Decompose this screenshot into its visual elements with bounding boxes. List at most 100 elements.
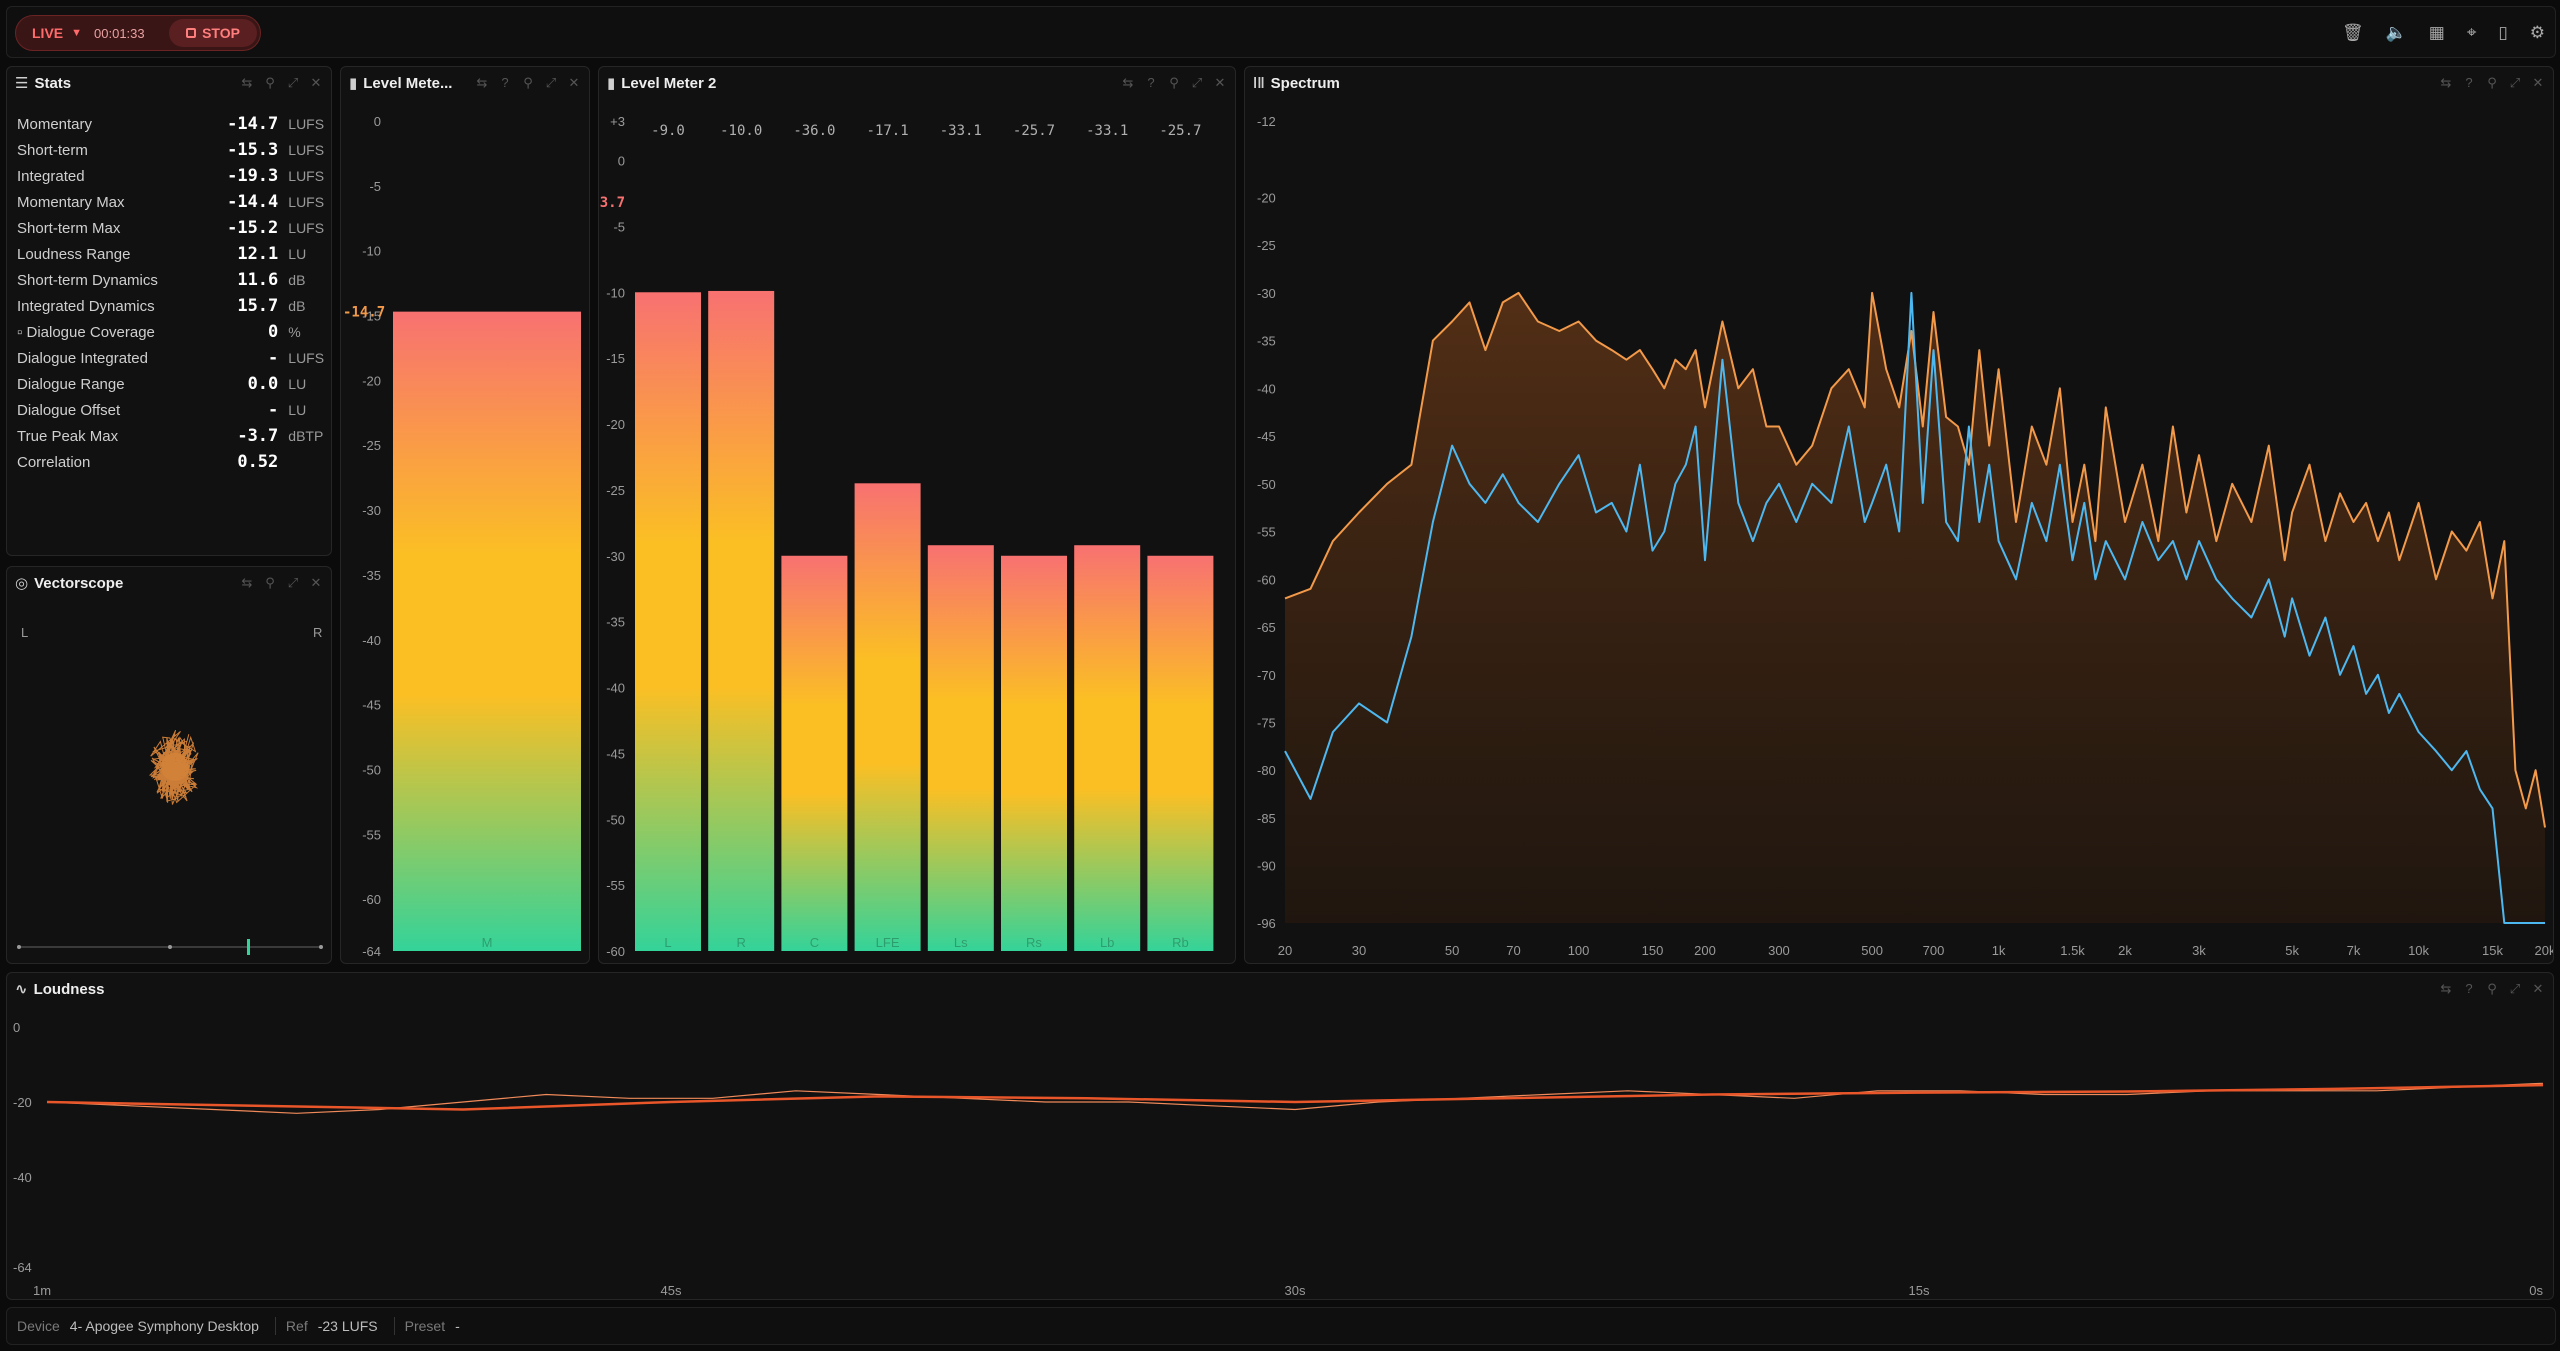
swap-icon[interactable]: ⇆: [2440, 75, 2452, 90]
pin-icon[interactable]: ⚲: [2487, 981, 2497, 996]
vectorscope-display: L R: [17, 625, 323, 955]
pulse-icon: ∿: [15, 981, 28, 998]
bar-channel-label: C: [810, 935, 819, 950]
spectrum-x-tick: 5k: [2285, 943, 2299, 958]
stats-row-label: Momentary Max: [17, 193, 125, 211]
panel-controls: ⇆? ⚲ ⤢ ✕: [475, 75, 581, 91]
stats-row-unit: LUFS: [288, 116, 325, 132]
axis-tick-label: -5: [613, 219, 625, 234]
axis-tick-label: -40: [606, 681, 625, 696]
swap-icon[interactable]: ⇆: [1122, 75, 1134, 90]
stats-row-value: -15.2: [227, 218, 279, 238]
spectrum-x-tick: 700: [1923, 943, 1945, 958]
expand-icon[interactable]: ⤢: [545, 75, 557, 90]
grid-icon[interactable]: ▦: [2428, 23, 2445, 42]
spectrum-y-tick: -75: [1257, 716, 1276, 731]
axis-tick-label: 0: [374, 114, 381, 129]
stats-row-value: -: [268, 400, 279, 420]
swap-icon[interactable]: ⇆: [476, 75, 488, 90]
stats-row-unit: LUFS: [288, 168, 325, 184]
expand-icon[interactable]: ⤢: [1191, 75, 1203, 90]
expand-icon[interactable]: ⤢: [287, 75, 299, 90]
level-meter-2-title: Level Meter 2: [621, 74, 717, 92]
help-icon[interactable]: ?: [1147, 75, 1155, 90]
stats-row: True Peak Max -3.7 dBTP: [17, 423, 327, 449]
axis-tick-label: 0: [618, 154, 625, 169]
close-icon[interactable]: ✕: [1214, 75, 1226, 90]
spectrum-x-tick: 200: [1694, 943, 1716, 958]
stats-row: Loudness Range 12.1 LU: [17, 241, 327, 267]
help-icon[interactable]: ?: [501, 75, 509, 90]
bookmark-icon[interactable]: ▯: [2498, 23, 2508, 42]
trash-icon[interactable]: 🗑: [2341, 23, 2364, 42]
pin-icon[interactable]: ⚲: [265, 575, 275, 590]
speaker-icon[interactable]: 🔈: [2385, 23, 2407, 42]
pin-icon[interactable]: ⚲: [2487, 75, 2497, 90]
swap-icon[interactable]: ⇆: [241, 75, 253, 90]
loudness-x-tick: 45s: [661, 1283, 682, 1298]
vectorscope-header: ◎ Vectorscope ⇆ ⚲ ⤢ ✕: [7, 567, 331, 599]
stats-row-unit: %: [288, 324, 301, 340]
swap-icon[interactable]: ⇆: [241, 575, 253, 590]
spectrum-x-tick: 300: [1768, 943, 1790, 958]
close-icon[interactable]: ✕: [2532, 75, 2544, 90]
pin-icon[interactable]: ⚲: [1169, 75, 1179, 90]
level-meter-1-panel: ▮ Level Mete... ⇆? ⚲ ⤢ ✕ 0 -5 -10 -15 -20 -25 -30 -…: [340, 66, 590, 964]
focus-icon[interactable]: ⌖: [2466, 23, 2477, 42]
close-icon[interactable]: ✕: [568, 75, 580, 90]
stats-row-label: Momentary: [17, 115, 93, 133]
help-icon[interactable]: ?: [2465, 75, 2473, 90]
close-icon[interactable]: ✕: [2532, 981, 2544, 996]
spectrum-x-tick: 7k: [2347, 943, 2361, 958]
axis-tick-label: -20: [606, 417, 625, 432]
live-label[interactable]: LIVE: [32, 25, 64, 41]
stop-button[interactable]: STOP: [169, 19, 257, 47]
close-icon[interactable]: ✕: [310, 575, 322, 590]
stats-row-label: Dialogue Range: [17, 375, 125, 393]
pin-icon[interactable]: ⚲: [265, 75, 275, 90]
panel-controls: ⇆? ⚲ ⤢ ✕: [1121, 75, 1227, 91]
stats-row: Short-term Dynamics 11.6 dB: [17, 267, 327, 293]
spectrum-y-tick: -30: [1257, 286, 1276, 301]
close-icon[interactable]: ✕: [310, 75, 322, 90]
expand-icon[interactable]: ⤢: [2509, 981, 2521, 996]
waveform-icon: ǀǁ: [1253, 74, 1265, 92]
device-value[interactable]: 4- Apogee Symphony Desktop: [69, 1318, 259, 1334]
chevron-down-icon[interactable]: ▼: [71, 27, 83, 39]
expand-icon[interactable]: ⤢: [287, 575, 299, 590]
stats-row-unit: dB: [288, 298, 306, 314]
panel-controls: ⇆? ⚲ ⤢ ✕: [2439, 981, 2545, 997]
stats-row: Momentary Max -14.4 LUFS: [17, 189, 327, 215]
bar-peak-value: -33.1: [1086, 123, 1128, 139]
expand-icon[interactable]: ⤢: [2509, 75, 2521, 90]
spectrum-x-tick: 1k: [1992, 943, 2006, 958]
stats-row-label: ▫ Dialogue Coverage: [17, 323, 155, 341]
axis-tick-label: -25: [362, 438, 381, 453]
spectrum-y-tick: -60: [1257, 572, 1276, 587]
spectrum-x-tick: 50: [1445, 943, 1459, 958]
ref-value[interactable]: -23 LUFS: [317, 1318, 378, 1334]
spectrum-area-fill: [1285, 292, 2545, 923]
stats-row-label: Integrated Dynamics: [17, 297, 155, 315]
live-control[interactable]: LIVE ▼ 00:01:33 STOP: [15, 15, 261, 51]
loudness-y-tick: -64: [13, 1260, 32, 1275]
spectrum-x-tick: 70: [1506, 943, 1520, 958]
bar-channel-label: Ls: [954, 935, 968, 950]
swap-icon[interactable]: ⇆: [2440, 981, 2452, 996]
loudness-short-term-line: [46, 1083, 2544, 1111]
spectrum-panel: ǀǁ Spectrum ⇆? ⚲ ⤢ ✕ -12 -20 -25 -30 -35 -40 -45 -5…: [1244, 66, 2554, 964]
axis-tick-label: +3: [610, 114, 625, 129]
gear-icon[interactable]: ⚙: [2529, 23, 2545, 42]
spectrum-y-tick: -96: [1257, 916, 1276, 931]
current-level-label: -14.7: [343, 305, 385, 321]
bar-channel-label: M: [482, 935, 493, 950]
axis-tick-label: -55: [362, 827, 381, 842]
pin-icon[interactable]: ⚲: [523, 75, 533, 90]
bar-peak-value: -33.1: [940, 123, 982, 139]
axis-tick-label: -30: [606, 549, 625, 564]
preset-value[interactable]: -: [455, 1318, 460, 1334]
help-icon[interactable]: ?: [2465, 981, 2473, 996]
axis-tick-label: -10: [606, 285, 625, 300]
level-meter-1-title: Level Mete...: [363, 74, 453, 92]
axis-tick-label: -10: [362, 244, 381, 259]
